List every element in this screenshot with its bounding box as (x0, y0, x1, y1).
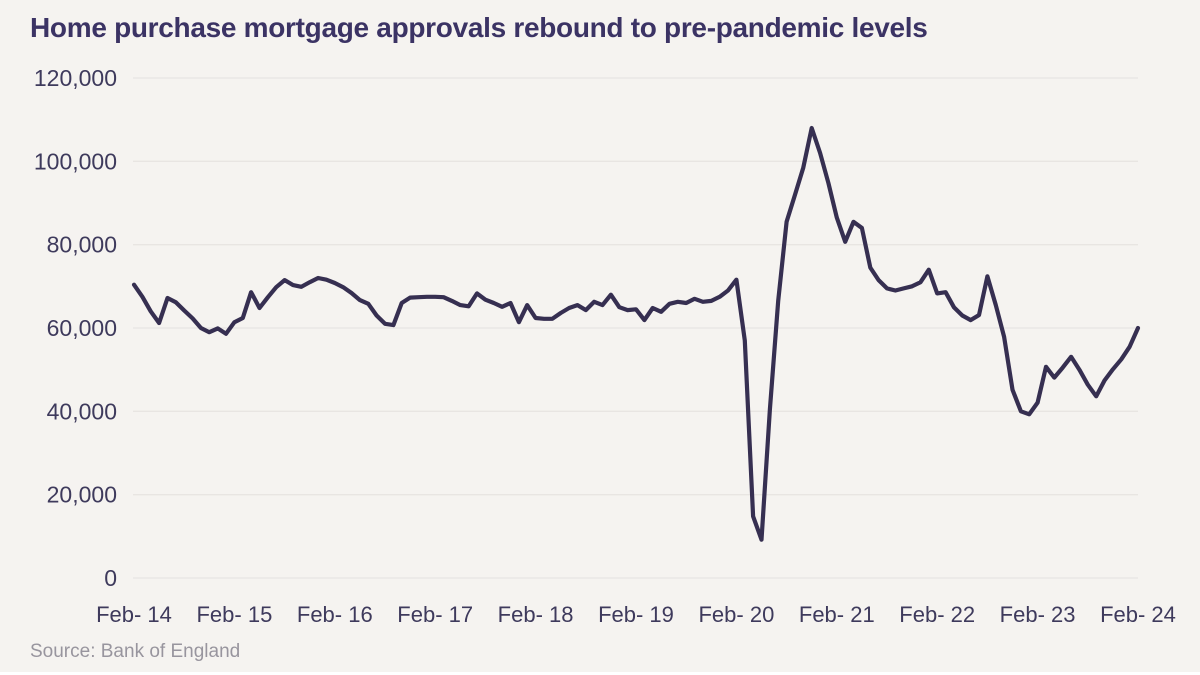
x-axis-tick-label: Feb- 15 (196, 602, 272, 627)
x-axis-tick-label: Feb- 24 (1100, 602, 1176, 627)
y-axis-tick-label: 40,000 (47, 398, 117, 424)
x-axis-tick-label: Feb- 17 (397, 602, 473, 627)
approvals-line (131, 125, 1141, 542)
x-axis-tick-label: Feb- 21 (799, 602, 875, 627)
x-axis-tick-label: Feb- 19 (598, 602, 674, 627)
x-axis-tick-label: Feb- 16 (297, 602, 373, 627)
source-attribution: Source: Bank of England (30, 641, 241, 662)
y-axis-tick-label: 60,000 (47, 315, 117, 341)
y-axis-tick-label: 80,000 (47, 232, 117, 258)
x-axis-tick-label: Feb- 18 (498, 602, 574, 627)
y-axis-tick-label: 20,000 (47, 482, 117, 508)
y-axis-tick-label: 120,000 (34, 65, 117, 91)
y-axis-tick-label: 100,000 (34, 148, 117, 174)
x-axis-tick-label: Feb- 23 (1000, 602, 1076, 627)
y-axis-tick-label: 0 (104, 565, 117, 591)
x-axis-tick-label: Feb- 14 (96, 602, 172, 627)
bottom-strip (0, 672, 1200, 675)
x-axis-tick-label: Feb- 20 (698, 602, 774, 627)
chart-title: Home purchase mortgage approvals rebound… (30, 12, 928, 43)
x-axis-tick-label: Feb- 22 (899, 602, 975, 627)
